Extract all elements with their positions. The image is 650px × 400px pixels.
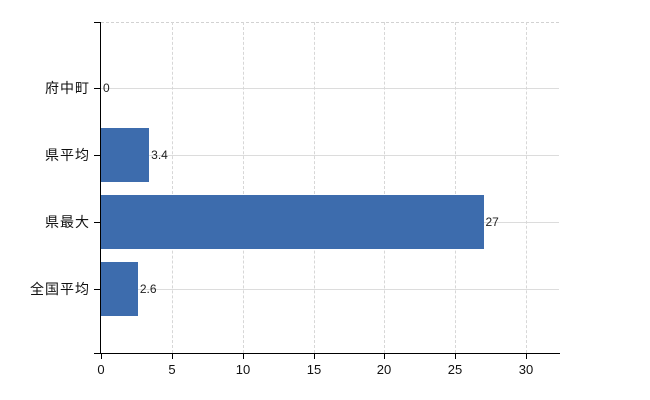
x-tick-label: 5 xyxy=(168,362,176,377)
x-tick-label: 15 xyxy=(306,362,322,377)
x-tick-label: 25 xyxy=(447,362,463,377)
category-label-県平均: 県平均 xyxy=(45,147,90,163)
gridline-vertical xyxy=(455,22,456,353)
gridline-horizontal xyxy=(101,155,559,156)
y-axis-tick xyxy=(94,222,101,223)
gridline-horizontal xyxy=(101,88,559,89)
x-tick-label: 20 xyxy=(376,362,392,377)
gridline-vertical xyxy=(526,22,527,353)
x-axis-line xyxy=(94,353,560,354)
x-axis-tick xyxy=(384,354,385,359)
y-axis-tick xyxy=(94,22,101,23)
y-axis-tick xyxy=(94,289,101,290)
bar-全国平均 xyxy=(101,262,138,316)
category-label-府中町: 府中町 xyxy=(45,80,90,96)
x-axis-tick xyxy=(172,354,173,359)
value-label: 3.4 xyxy=(151,148,168,162)
y-axis-tick xyxy=(94,88,101,89)
gridline-vertical xyxy=(243,22,244,353)
x-axis-tick xyxy=(243,354,244,359)
gridline-top xyxy=(101,22,559,23)
x-axis-tick xyxy=(526,354,527,359)
value-label: 0 xyxy=(103,81,110,95)
gridline-vertical xyxy=(172,22,173,353)
bar-県最大 xyxy=(101,195,484,249)
gridline-vertical xyxy=(314,22,315,353)
x-tick-label: 10 xyxy=(235,362,251,377)
x-tick-label: 0 xyxy=(97,362,105,377)
gridline-vertical xyxy=(384,22,385,353)
bar-県平均 xyxy=(101,128,150,182)
value-label: 2.6 xyxy=(139,282,157,296)
x-axis-tick xyxy=(314,354,315,359)
y-axis-tick xyxy=(94,155,101,156)
gridline-horizontal xyxy=(101,289,559,290)
y-axis-line xyxy=(100,22,101,354)
x-axis-tick xyxy=(101,354,102,359)
category-label-全国平均: 全国平均 xyxy=(30,281,90,297)
x-tick-label: 30 xyxy=(518,362,534,377)
value-label: 27 xyxy=(485,215,499,229)
x-axis-tick xyxy=(455,354,456,359)
category-label-県最大: 県最大 xyxy=(45,214,90,230)
